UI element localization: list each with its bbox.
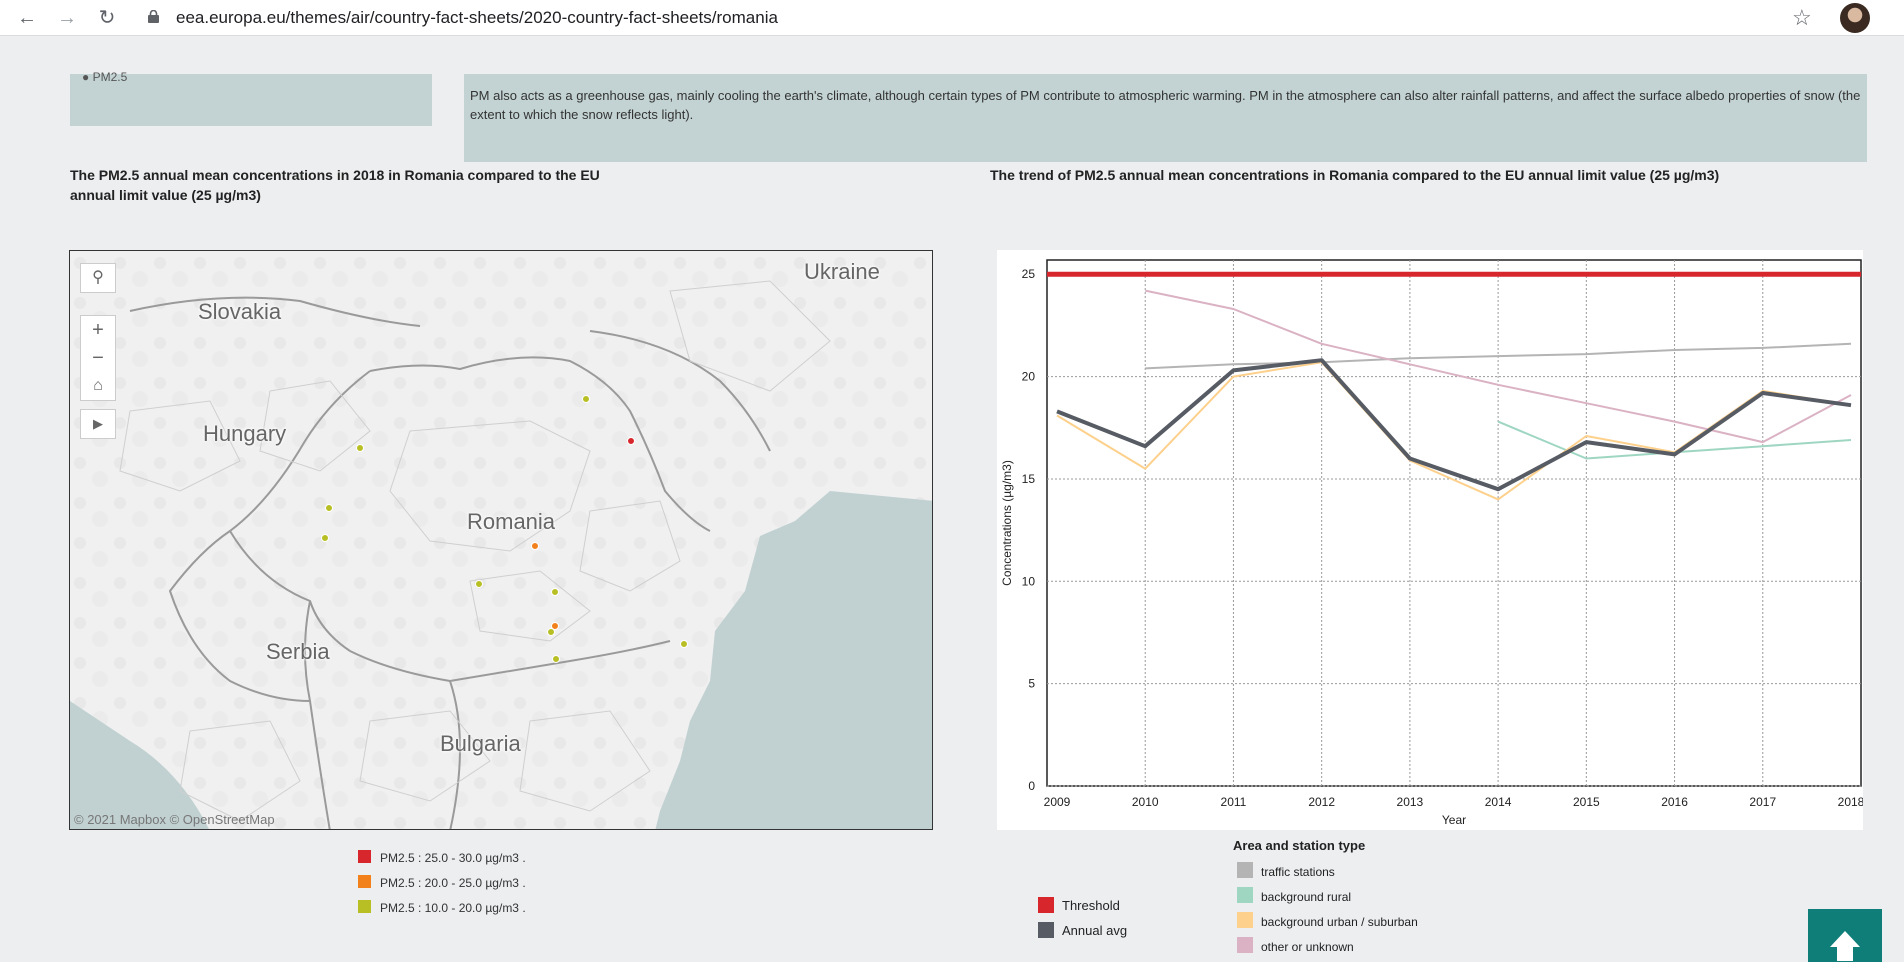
zoom-out-button[interactable]: −	[92, 347, 104, 369]
legend-label: PM2.5 : 10.0 - 20.0 µg/m3 .	[380, 901, 526, 915]
legend-label: PM2.5 : 25.0 - 30.0 µg/m3 .	[380, 851, 526, 865]
series-line-annual-avg	[1056, 358, 1852, 492]
series-line-traffic-stations	[1145, 342, 1852, 370]
series-line-other-or-unknown	[1144, 289, 1852, 444]
legend-swatch	[1038, 922, 1054, 938]
map-play-control[interactable]: ▶	[80, 409, 116, 439]
station-marker[interactable]	[680, 640, 688, 648]
back-to-top-button[interactable]	[1808, 909, 1882, 962]
arrow-right-icon[interactable]: →	[57, 7, 77, 29]
cut-off-text: ● PM2.5	[82, 70, 128, 84]
area-legend-title: Area and station type	[1233, 838, 1366, 853]
y-tick-label: 0	[1028, 779, 1035, 793]
country-label-slovakia: Slovakia	[198, 299, 282, 324]
chart-svg: 0 5 10 15 20 25 2009 2010 2011 2012 2013 2014 2015 20…	[1000, 259, 1863, 827]
x-tick-label: 2011	[1221, 795, 1247, 809]
legend-swatch	[358, 850, 371, 863]
station-marker[interactable]	[325, 504, 333, 512]
legend-label: background rural	[1261, 890, 1352, 904]
black-sea	[655, 491, 932, 829]
map-heading: The PM2.5 annual mean concentrations in …	[70, 167, 600, 203]
legend-label: Annual avg	[1062, 923, 1128, 938]
url-text[interactable]: eea.europa.eu/themes/air/country-fact-sh…	[176, 8, 778, 27]
legend-label: other or unknown	[1261, 940, 1354, 954]
page-content: ● PM2.5 PM also acts as a greenhouse gas…	[20, 37, 1904, 962]
area-legend-item[interactable]: background urban / suburban	[1233, 912, 1418, 937]
station-marker[interactable]	[551, 622, 559, 630]
legend-swatch	[1237, 912, 1253, 928]
station-marker[interactable]	[475, 580, 483, 588]
area-legend-item[interactable]: traffic stations	[1233, 862, 1365, 887]
x-axis-label: Year	[1442, 813, 1466, 827]
legend-label: traffic stations	[1261, 865, 1335, 879]
x-tick-label: 2010	[1132, 795, 1159, 809]
area-legend-item[interactable]: background rural	[1233, 887, 1365, 912]
station-marker[interactable]	[531, 542, 539, 550]
country-label-serbia: Serbia	[266, 639, 330, 664]
x-tick-label: 2016	[1661, 795, 1688, 809]
x-tick-label: 2015	[1573, 795, 1600, 809]
map-attribution[interactable]: © 2021 Mapbox © OpenStreetMap	[74, 812, 275, 827]
x-tick-label: 2018	[1838, 795, 1863, 809]
station-marker[interactable]	[627, 437, 635, 445]
avatar[interactable]	[1840, 3, 1870, 33]
x-tick-label: 2012	[1308, 795, 1335, 809]
home-icon[interactable]: ⌂	[93, 377, 103, 394]
country-label-ukraine: Ukraine	[804, 259, 880, 284]
station-marker[interactable]	[582, 395, 590, 403]
chart-heading: The trend of PM2.5 annual mean concentra…	[990, 167, 1720, 183]
zoom-in-button[interactable]: +	[92, 319, 104, 341]
y-axis-label: Concentrations (µg/m3)	[1000, 460, 1014, 586]
info-text: PM also acts as a greenhouse gas, mainly…	[470, 88, 1861, 122]
map-search-control[interactable]: ⚲	[80, 263, 116, 293]
y-tick-label: 20	[1022, 370, 1036, 384]
x-tick-label: 2013	[1397, 795, 1424, 809]
country-label-bulgaria: Bulgaria	[440, 731, 521, 756]
star-icon[interactable]: ☆	[1792, 5, 1812, 30]
x-tick-label: 2017	[1749, 795, 1776, 809]
legend-label: PM2.5 : 20.0 - 25.0 µg/m3 .	[380, 876, 526, 890]
station-marker[interactable]	[552, 655, 560, 663]
arrow-up-icon	[1830, 931, 1860, 961]
country-label-hungary: Hungary	[203, 421, 287, 446]
station-marker[interactable]	[547, 628, 555, 636]
trend-chart[interactable]: 0 5 10 15 20 25 2009 2010 2011 2012 2013 2014 2015 20…	[997, 250, 1863, 830]
legend-swatch	[358, 900, 371, 913]
x-tick-label: 2009	[1044, 795, 1071, 809]
legend-swatch	[1237, 887, 1253, 903]
play-icon[interactable]: ▶	[93, 416, 103, 431]
arrow-left-icon[interactable]: ←	[17, 7, 37, 29]
map[interactable]: Ukraine Slovakia Hungary Romania Serbia …	[69, 250, 933, 830]
legend-swatch	[358, 875, 371, 888]
map-basemap	[70, 251, 932, 829]
adriatic-sea	[70, 701, 209, 829]
reload-icon[interactable]: ↻	[98, 7, 116, 29]
address-bar[interactable]	[132, 4, 1812, 32]
lock-icon	[148, 10, 159, 23]
country-label-romania: Romania	[467, 509, 556, 534]
station-marker[interactable]	[356, 444, 364, 452]
legend-swatch	[1038, 897, 1054, 913]
info-box: PM also acts as a greenhouse gas, mainly…	[464, 74, 1867, 162]
y-tick-label: 15	[1022, 472, 1036, 486]
area-legend-item[interactable]: other or unknown	[1233, 937, 1365, 962]
legend-label: Threshold	[1062, 898, 1120, 913]
y-tick-label: 5	[1028, 677, 1035, 691]
y-tick-label: 10	[1022, 574, 1036, 588]
map-zoom-control: + − ⌂	[80, 315, 116, 401]
x-tick-label: 2014	[1485, 795, 1512, 809]
left-info-box: ● PM2.5	[70, 70, 432, 126]
station-marker[interactable]	[551, 588, 559, 596]
legend-swatch	[1237, 937, 1253, 953]
legend-swatch	[1237, 862, 1253, 878]
plot-frame	[1046, 259, 1862, 787]
area-station-legend: Area and station type traffic stations b…	[1233, 838, 1418, 962]
browser-toolbar: ← → ↻ eea.europa.eu/themes/air/country-f…	[0, 0, 1904, 36]
y-tick-label: 25	[1022, 267, 1036, 281]
search-icon[interactable]: ⚲	[92, 269, 104, 286]
station-marker[interactable]	[321, 534, 329, 542]
legend-label: background urban / suburban	[1261, 915, 1418, 929]
